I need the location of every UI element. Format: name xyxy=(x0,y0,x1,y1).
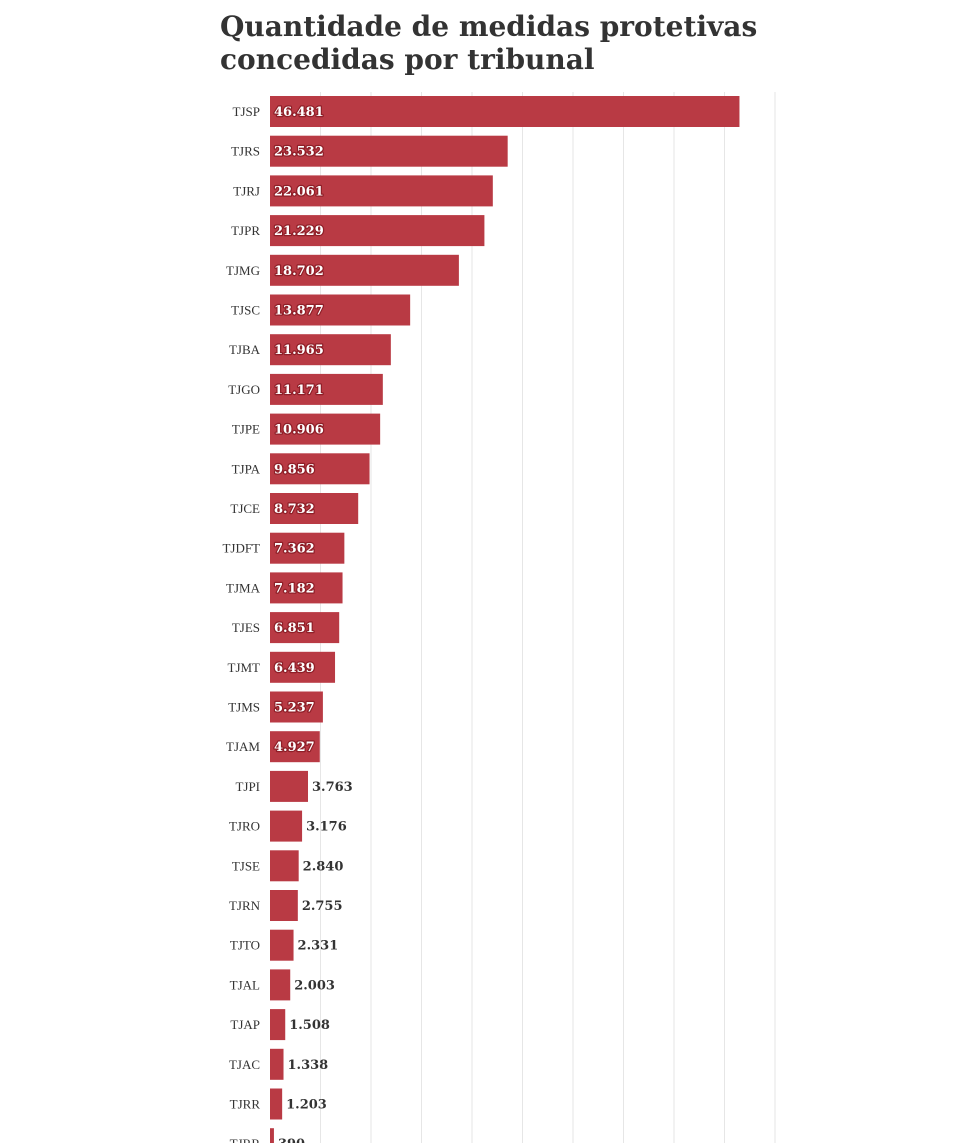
value-label: 2.331 xyxy=(298,939,339,954)
category-label: TJRR xyxy=(230,1097,261,1112)
category-label: TJAM xyxy=(226,739,260,754)
value-label: 23.532 xyxy=(274,145,324,160)
value-label: 6.439 xyxy=(274,661,315,676)
value-label: 5.237 xyxy=(274,701,315,716)
bar-tjce xyxy=(270,493,359,524)
bar-tjrr xyxy=(270,1128,274,1143)
bar-tjsp xyxy=(270,96,740,127)
bar-tjto xyxy=(270,929,294,961)
value-label: 7.182 xyxy=(274,581,315,596)
bar-tjmt xyxy=(270,651,336,683)
bar-tjes xyxy=(270,612,340,644)
value-label: 22.061 xyxy=(274,184,324,199)
value-label: 21.229 xyxy=(274,224,324,239)
bar-tjrj xyxy=(270,175,493,207)
bar-tjmg xyxy=(270,254,459,286)
value-label: 10.906 xyxy=(274,423,324,438)
value-label: 18.702 xyxy=(274,264,324,279)
category-label: TJRO xyxy=(229,819,260,834)
bar-tjpa xyxy=(270,453,370,485)
bar-tjpr xyxy=(270,215,485,247)
bar-tjms xyxy=(270,691,323,723)
value-label: 2.755 xyxy=(302,899,343,914)
category-label: TJMG xyxy=(226,263,260,278)
category-label: TJCE xyxy=(230,501,260,516)
category-label: TJSC xyxy=(231,303,260,318)
category-label: TJRS xyxy=(231,144,260,159)
bar-tjpi xyxy=(270,770,309,802)
value-label: 46.481 xyxy=(274,105,324,120)
bar-tjse xyxy=(270,850,299,882)
bar-tjrr xyxy=(270,1088,283,1120)
chart-title: Quantidade de medidas protetivas concedi… xyxy=(220,10,758,76)
bar-tjro xyxy=(270,810,303,842)
value-label: 1.508 xyxy=(289,1018,330,1033)
value-label: 8.732 xyxy=(274,502,315,517)
grid-lines xyxy=(320,92,776,1143)
value-label: 13.877 xyxy=(274,304,324,319)
value-label: 2.003 xyxy=(294,978,335,993)
value-label: 1.338 xyxy=(288,1058,329,1073)
category-label: TJRJ xyxy=(233,183,260,198)
category-label: TJRN xyxy=(229,898,261,913)
category-label: TJSP xyxy=(233,104,260,119)
category-label: TJGO xyxy=(228,382,260,397)
bar-tjdft xyxy=(270,532,345,564)
category-label: TJAP xyxy=(230,1017,260,1032)
category-label: TJMS xyxy=(228,700,260,715)
value-label: 7.362 xyxy=(274,542,315,557)
category-label: TJDFT xyxy=(222,541,260,556)
value-label: 390 xyxy=(278,1137,305,1143)
bar-tjac xyxy=(270,1048,284,1080)
value-label: 9.856 xyxy=(274,462,315,477)
category-label: TJAC xyxy=(229,1057,260,1072)
value-label: 4.927 xyxy=(274,740,315,755)
bar-tjrn xyxy=(270,890,298,921)
bar-tjrs xyxy=(270,135,508,167)
category-label: TJPR xyxy=(231,223,260,238)
category-label: TJBA xyxy=(229,342,261,357)
bar-tjam xyxy=(270,731,320,763)
labels: TJSP 46.481 TJRS 23.532 TJRJ 22.061 TJPR 21.229… xyxy=(222,104,352,1143)
value-label: 3.763 xyxy=(312,780,353,795)
value-label: 11.965 xyxy=(274,343,324,358)
bar-tjpe xyxy=(270,413,381,445)
category-label: TJPA xyxy=(232,461,261,476)
value-label: 2.840 xyxy=(303,859,344,874)
bars xyxy=(270,96,740,1143)
bar-tjba xyxy=(270,334,391,366)
category-label: TJPE xyxy=(232,422,260,437)
bar-tjsc xyxy=(270,294,411,326)
value-label: 1.203 xyxy=(286,1098,327,1113)
category-label: TJES xyxy=(232,620,260,635)
category-label: TJPI xyxy=(235,779,260,794)
value-label: 3.176 xyxy=(306,820,347,835)
category-label: TJRR xyxy=(230,1136,261,1143)
bar-tjgo xyxy=(270,373,383,405)
value-label: 11.171 xyxy=(274,383,324,398)
bar-tjal xyxy=(270,969,291,1001)
bar-tjma xyxy=(270,572,343,604)
category-label: TJTO xyxy=(230,938,260,953)
category-label: TJAL xyxy=(230,977,260,992)
category-label: TJSE xyxy=(232,858,260,873)
category-label: TJMT xyxy=(228,660,261,675)
value-label: 6.851 xyxy=(274,621,315,636)
bar-tjap xyxy=(270,1009,286,1041)
category-label: TJMA xyxy=(226,580,261,595)
